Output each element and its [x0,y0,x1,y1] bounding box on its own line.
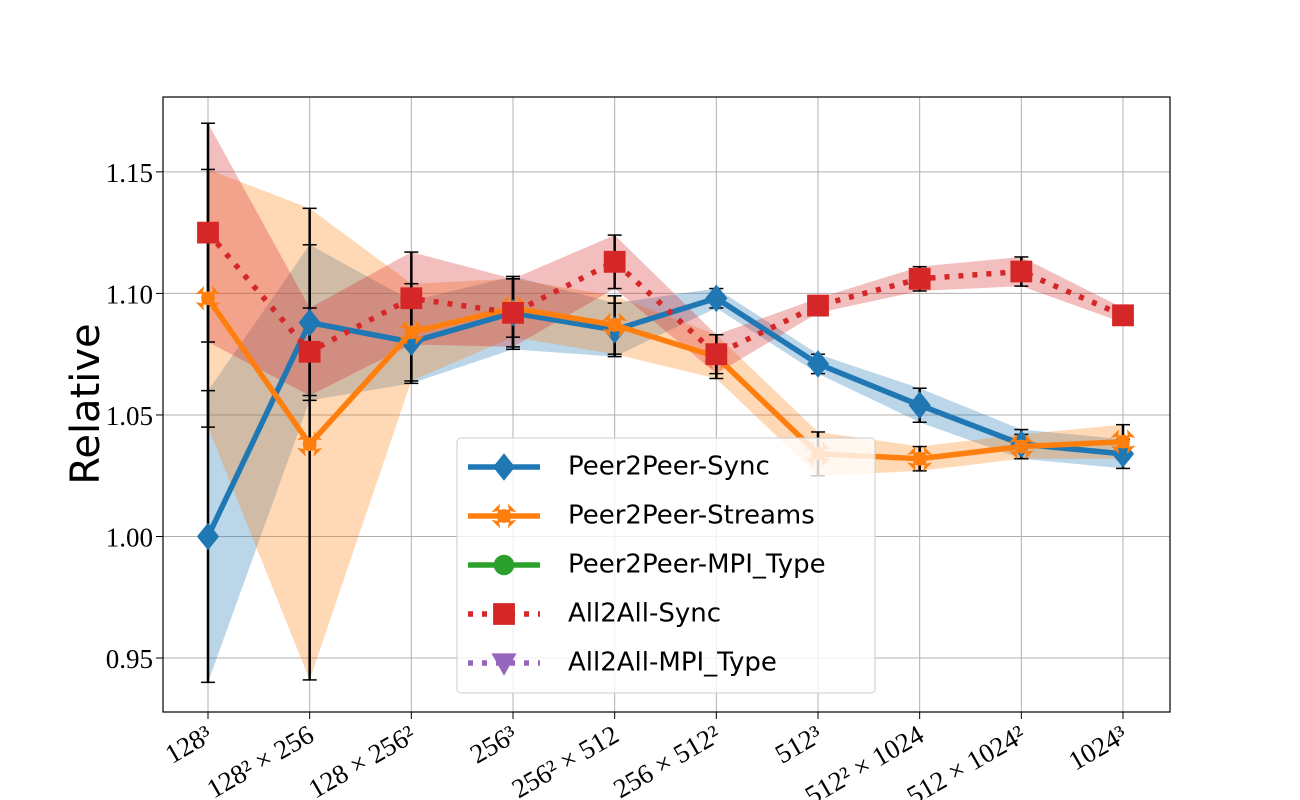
legend-label: All2All-MPI_Type [568,648,777,678]
legend-marker [491,653,517,676]
data-point [398,319,424,345]
data-point [1010,260,1033,283]
data-point [298,308,321,337]
legend-marker [492,453,516,481]
data-point [195,285,221,311]
x-tick-label: 256² × 512 [507,719,624,800]
data-point [705,284,728,313]
y-tick-label: 0.95 [106,644,153,674]
data-point [807,294,829,317]
y-tick-label: 1.15 [106,158,153,188]
legend-label: Peer2Peer-MPI_Type [568,550,826,580]
data-point [196,522,220,551]
data-point [297,431,323,457]
data-point [603,250,626,273]
data-point [806,350,830,378]
series-line [205,230,1125,358]
data-point [197,221,219,244]
data-point [400,287,423,310]
x-tick-label: 128 × 256² [303,719,420,800]
y-tick-label: 1.00 [106,522,153,552]
data-point [602,312,628,338]
y-axis-label: Relative [63,323,109,484]
legend-label: All2All-Sync [568,599,721,629]
legend-box [456,437,876,694]
legend-marker [493,554,515,576]
legend-marker [493,603,515,625]
x-tick-label: 128³ [160,719,217,769]
data-point [1008,434,1034,460]
plot-frame [162,96,1171,713]
data-point [298,340,321,363]
data-point [908,391,931,420]
x-tick-label: 1024³ [1063,719,1132,776]
error-band [208,244,1123,683]
data-point [908,267,931,290]
data-point [907,446,933,472]
y-tick-label: 1.10 [106,279,153,309]
x-tick-label: 256³ [465,719,522,769]
data-point [1110,429,1136,455]
x-tick-label: 512³ [770,719,827,769]
x-tick-label: 256 × 512² [608,719,725,800]
y-tick-label: 1.05 [106,401,153,431]
legend-marker [491,503,517,529]
x-tick-label: 512 × 1024² [902,719,1031,800]
data-point [1112,304,1134,327]
series-line [205,296,1124,462]
data-point [502,301,524,324]
data-point [705,343,728,366]
legend-label: Peer2Peer-Streams [568,501,815,531]
legend-label: Peer2Peer-Sync [568,452,770,482]
series-line [205,295,1124,538]
error-band [208,169,1123,680]
x-tick-label: 128² × 256 [202,719,319,800]
